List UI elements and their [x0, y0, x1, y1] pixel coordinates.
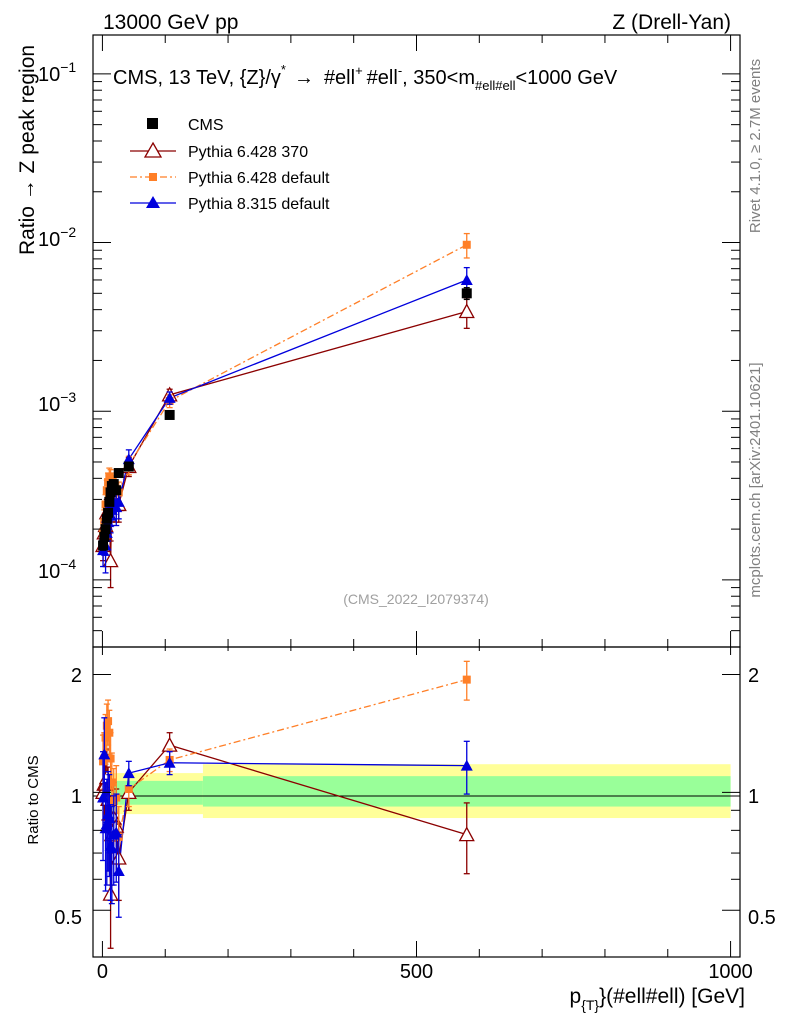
- py6_default-ratio-point: [107, 778, 116, 787]
- cms-point: [98, 540, 109, 551]
- cms-point: [100, 524, 111, 535]
- ratio-tick-2-right: 2: [748, 665, 759, 687]
- cms-point: [113, 468, 124, 479]
- cms-point: [111, 485, 122, 496]
- cms-point: [101, 513, 112, 524]
- py6_default-ratio-point: [124, 785, 133, 794]
- py6_370-main-point: [102, 552, 119, 568]
- y-tick-label-1e-3: 10−3: [38, 389, 76, 416]
- py6_default-ratio-point: [104, 717, 113, 726]
- ratio-tick-2-left: 2: [71, 665, 82, 687]
- plot-title: CMS, 13 TeV, {Z}/γ* → #ell+ #ell-, 350<m#el…: [113, 62, 618, 93]
- py8-main-point: [122, 453, 135, 465]
- py6_default-ratio-point: [462, 675, 471, 684]
- py6_370-main-line: [102, 310, 467, 561]
- legend-py8-marker: [146, 196, 160, 208]
- y-tick-label-1e-1: 10−1: [38, 59, 76, 86]
- ratio-tick-1-right: 1: [748, 786, 759, 808]
- header-left-label: 13000 GeV pp: [103, 11, 238, 34]
- y-tick-label-1e-4: 10−4: [38, 556, 76, 583]
- analysis-watermark: (CMS_2022_I2079374): [343, 591, 489, 607]
- x-axis-title: p{T}}(#ell#ell) [GeV]: [570, 985, 746, 1013]
- cms-point: [164, 409, 175, 420]
- py8-main-point: [112, 495, 125, 507]
- ratio-series-marks: [94, 660, 475, 949]
- legend-py6-370-label: Pythia 6.428 370: [188, 144, 308, 161]
- cms-point: [461, 288, 472, 299]
- py8-ratio-point: [112, 864, 125, 876]
- x-tick-label-0: 0: [97, 961, 108, 983]
- legend-py8-label: Pythia 8.315 default: [188, 196, 330, 213]
- py8-main-line: [102, 279, 467, 551]
- py8-ratio-point: [163, 756, 176, 768]
- main-y-axis-title: Ratio → Z peak region: [16, 45, 39, 255]
- x-axis-title-main: p: [570, 985, 582, 1008]
- legend-py6-370-marker: [143, 141, 163, 158]
- ratio-tick-05-right: 0.5: [748, 907, 776, 929]
- axis-ticks: [93, 35, 740, 957]
- main-y-tick-labels: 10−1 10−2 10−3 10−4: [38, 59, 76, 583]
- py8-ratio-point: [98, 748, 111, 760]
- cms-point: [104, 496, 115, 507]
- py6_default-ratio-point: [106, 754, 115, 763]
- main-series-lines: [102, 244, 468, 561]
- rivet-version-label: Rivet 4.1.0, ≥ 2.7M events: [747, 59, 764, 233]
- x-tick-label-1000: 1000: [708, 961, 753, 983]
- cms-point: [99, 531, 110, 542]
- py6_default-ratio-point: [101, 733, 110, 742]
- py8-main-point: [163, 391, 176, 403]
- ratio-tick-05-left: 0.5: [54, 907, 82, 929]
- py8-ratio-point: [122, 767, 135, 779]
- legend: CMS Pythia 6.428 370 Pythia 6.428 defaul…: [130, 117, 330, 213]
- legend-cms-marker: [147, 118, 158, 129]
- x-tick-labels: 0 500 1000: [97, 961, 753, 983]
- py6_370-main-point: [458, 303, 475, 319]
- legend-py6-default-label: Pythia 6.428 default: [188, 170, 330, 187]
- cms-point: [108, 479, 119, 490]
- mcplots-label: mcplots.cern.ch [arXiv:2401.10621]: [747, 362, 764, 597]
- legend-py6-default-marker: [149, 173, 157, 181]
- py6_default-main-line: [102, 244, 468, 533]
- ratio-y-tick-labels: 2 1 0.5 2 1 0.5: [54, 665, 776, 929]
- y-tick-label-1e-2: 10−2: [38, 224, 76, 251]
- x-axis-title-rest: }(#ell#ell) [GeV]: [599, 985, 745, 1008]
- ratio-y-axis-title: Ratio to CMS: [25, 755, 42, 844]
- ratio-tick-1-left: 1: [71, 786, 82, 808]
- header-right-label: Z (Drell-Yan): [612, 11, 731, 34]
- cms-point: [103, 507, 114, 518]
- py8-main-point: [460, 273, 473, 285]
- x-axis-title-sub: {T}: [581, 997, 599, 1013]
- py6_370-ratio-point: [458, 826, 475, 842]
- main-series-marks: [94, 232, 475, 589]
- py8-ratio-point: [105, 842, 118, 854]
- cms-point: [105, 487, 116, 498]
- cms-point: [123, 461, 134, 472]
- uncertainty-bands: [102, 764, 731, 819]
- py6_default-main-point: [462, 240, 471, 249]
- py8-ratio-point: [460, 759, 473, 771]
- py6_default-ratio-point: [102, 721, 111, 730]
- x-tick-label-500: 500: [400, 961, 433, 983]
- legend-cms-label: CMS: [188, 117, 224, 134]
